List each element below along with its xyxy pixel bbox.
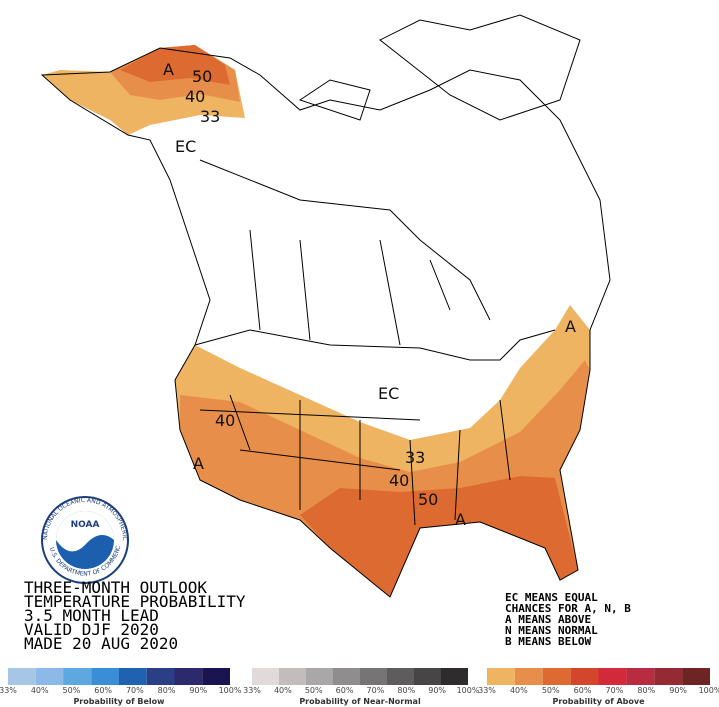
legend-label: 90% (669, 686, 687, 695)
legend-swatch (387, 668, 414, 685)
legend-swatch (119, 668, 147, 685)
contour-label: EC (175, 137, 196, 156)
contour-label: 40 (185, 87, 205, 106)
legend-label: 70% (367, 686, 385, 695)
legend-swatch (542, 668, 571, 685)
legend-label: 50% (63, 686, 81, 695)
legend-swatch (91, 668, 119, 685)
legend-label: 100% (219, 686, 242, 695)
title-line: 3.5 MONTH LEAD (24, 606, 159, 625)
key-line: EC MEANS EQUAL (505, 591, 598, 604)
title-line: MADE 20 AUG 2020 (24, 634, 178, 653)
legend-swatch (570, 668, 599, 685)
legend-title: Probability of Below (73, 697, 165, 706)
legend-label: 90% (189, 686, 207, 695)
contour-label: 33 (200, 107, 220, 126)
title-line: VALID DJF 2020 (24, 620, 159, 639)
key-line: B MEANS BELOW (505, 635, 591, 648)
legend-label: 90% (428, 686, 446, 695)
legend-swatch (441, 668, 468, 685)
contour-label: 50 (418, 490, 438, 509)
legend-swatch (174, 668, 203, 685)
legend-swatch (279, 668, 306, 685)
contour-label: 50 (192, 67, 212, 86)
legend-swatch (202, 668, 230, 685)
legend-label: 40% (510, 686, 528, 695)
legend-label: 80% (158, 686, 176, 695)
legend-label: 70% (126, 686, 144, 695)
title-line: THREE-MONTH OUTLOOK (24, 578, 207, 597)
legend-label: 33% (243, 686, 261, 695)
legend-label: 80% (637, 686, 655, 695)
map-labels: A 50 40 33 EC A EC 40 A 33 40 50 A (163, 60, 576, 529)
contour-label: A (163, 60, 174, 79)
legend-swatch (252, 668, 279, 685)
logo-name: NOAA (71, 520, 100, 530)
legends: 33% 40% 50% 60% 70% 80% 90% 100% Probability of … (0, 668, 719, 706)
legend-label: 70% (606, 686, 624, 695)
legend-swatch (626, 668, 655, 685)
legend-swatch (35, 668, 64, 685)
key-line: N MEANS NORMAL (505, 624, 598, 637)
contour-label: 40 (389, 471, 409, 490)
legend-swatch (306, 668, 333, 685)
alaska-shading (42, 45, 245, 135)
legend-label: 40% (274, 686, 292, 695)
legend-swatch (8, 668, 36, 685)
legend-swatch (682, 668, 710, 685)
legend-label: 33% (0, 686, 17, 695)
conus-shading (175, 305, 590, 597)
key-line: CHANCES FOR A, N, B (505, 602, 631, 615)
legend-swatch (514, 668, 543, 685)
legend-label: 60% (336, 686, 354, 695)
legend-swatch (654, 668, 683, 685)
legend-label: 40% (31, 686, 49, 695)
key-line: A MEANS ABOVE (505, 613, 591, 626)
legend-swatch (63, 668, 92, 685)
contour-label: A (193, 454, 204, 473)
contour-label: EC (378, 384, 399, 403)
legend-label: 50% (542, 686, 560, 695)
contour-label: A (455, 510, 466, 529)
legend-title: Probability of Above (552, 697, 645, 706)
legend-label: 60% (94, 686, 112, 695)
contour-label: A (565, 317, 576, 336)
legend-label: 50% (305, 686, 323, 695)
legend-label: 60% (574, 686, 592, 695)
legend-title: Probability of Near-Normal (299, 697, 421, 706)
legend-label: 33% (478, 686, 496, 695)
legend-swatch (146, 668, 175, 685)
contour-label: 40 (215, 411, 235, 430)
legend-swatch (333, 668, 360, 685)
title-line: TEMPERATURE PROBABILITY (24, 592, 246, 611)
legend-swatch (414, 668, 441, 685)
legend-label: 100% (457, 686, 480, 695)
legend-swatch (360, 668, 387, 685)
legend-swatch (487, 668, 515, 685)
legend-swatch (598, 668, 627, 685)
borders (40, 14, 611, 598)
contour-label: 33 (405, 448, 425, 467)
legend-label: 100% (699, 686, 719, 695)
legend-label: 80% (397, 686, 415, 695)
